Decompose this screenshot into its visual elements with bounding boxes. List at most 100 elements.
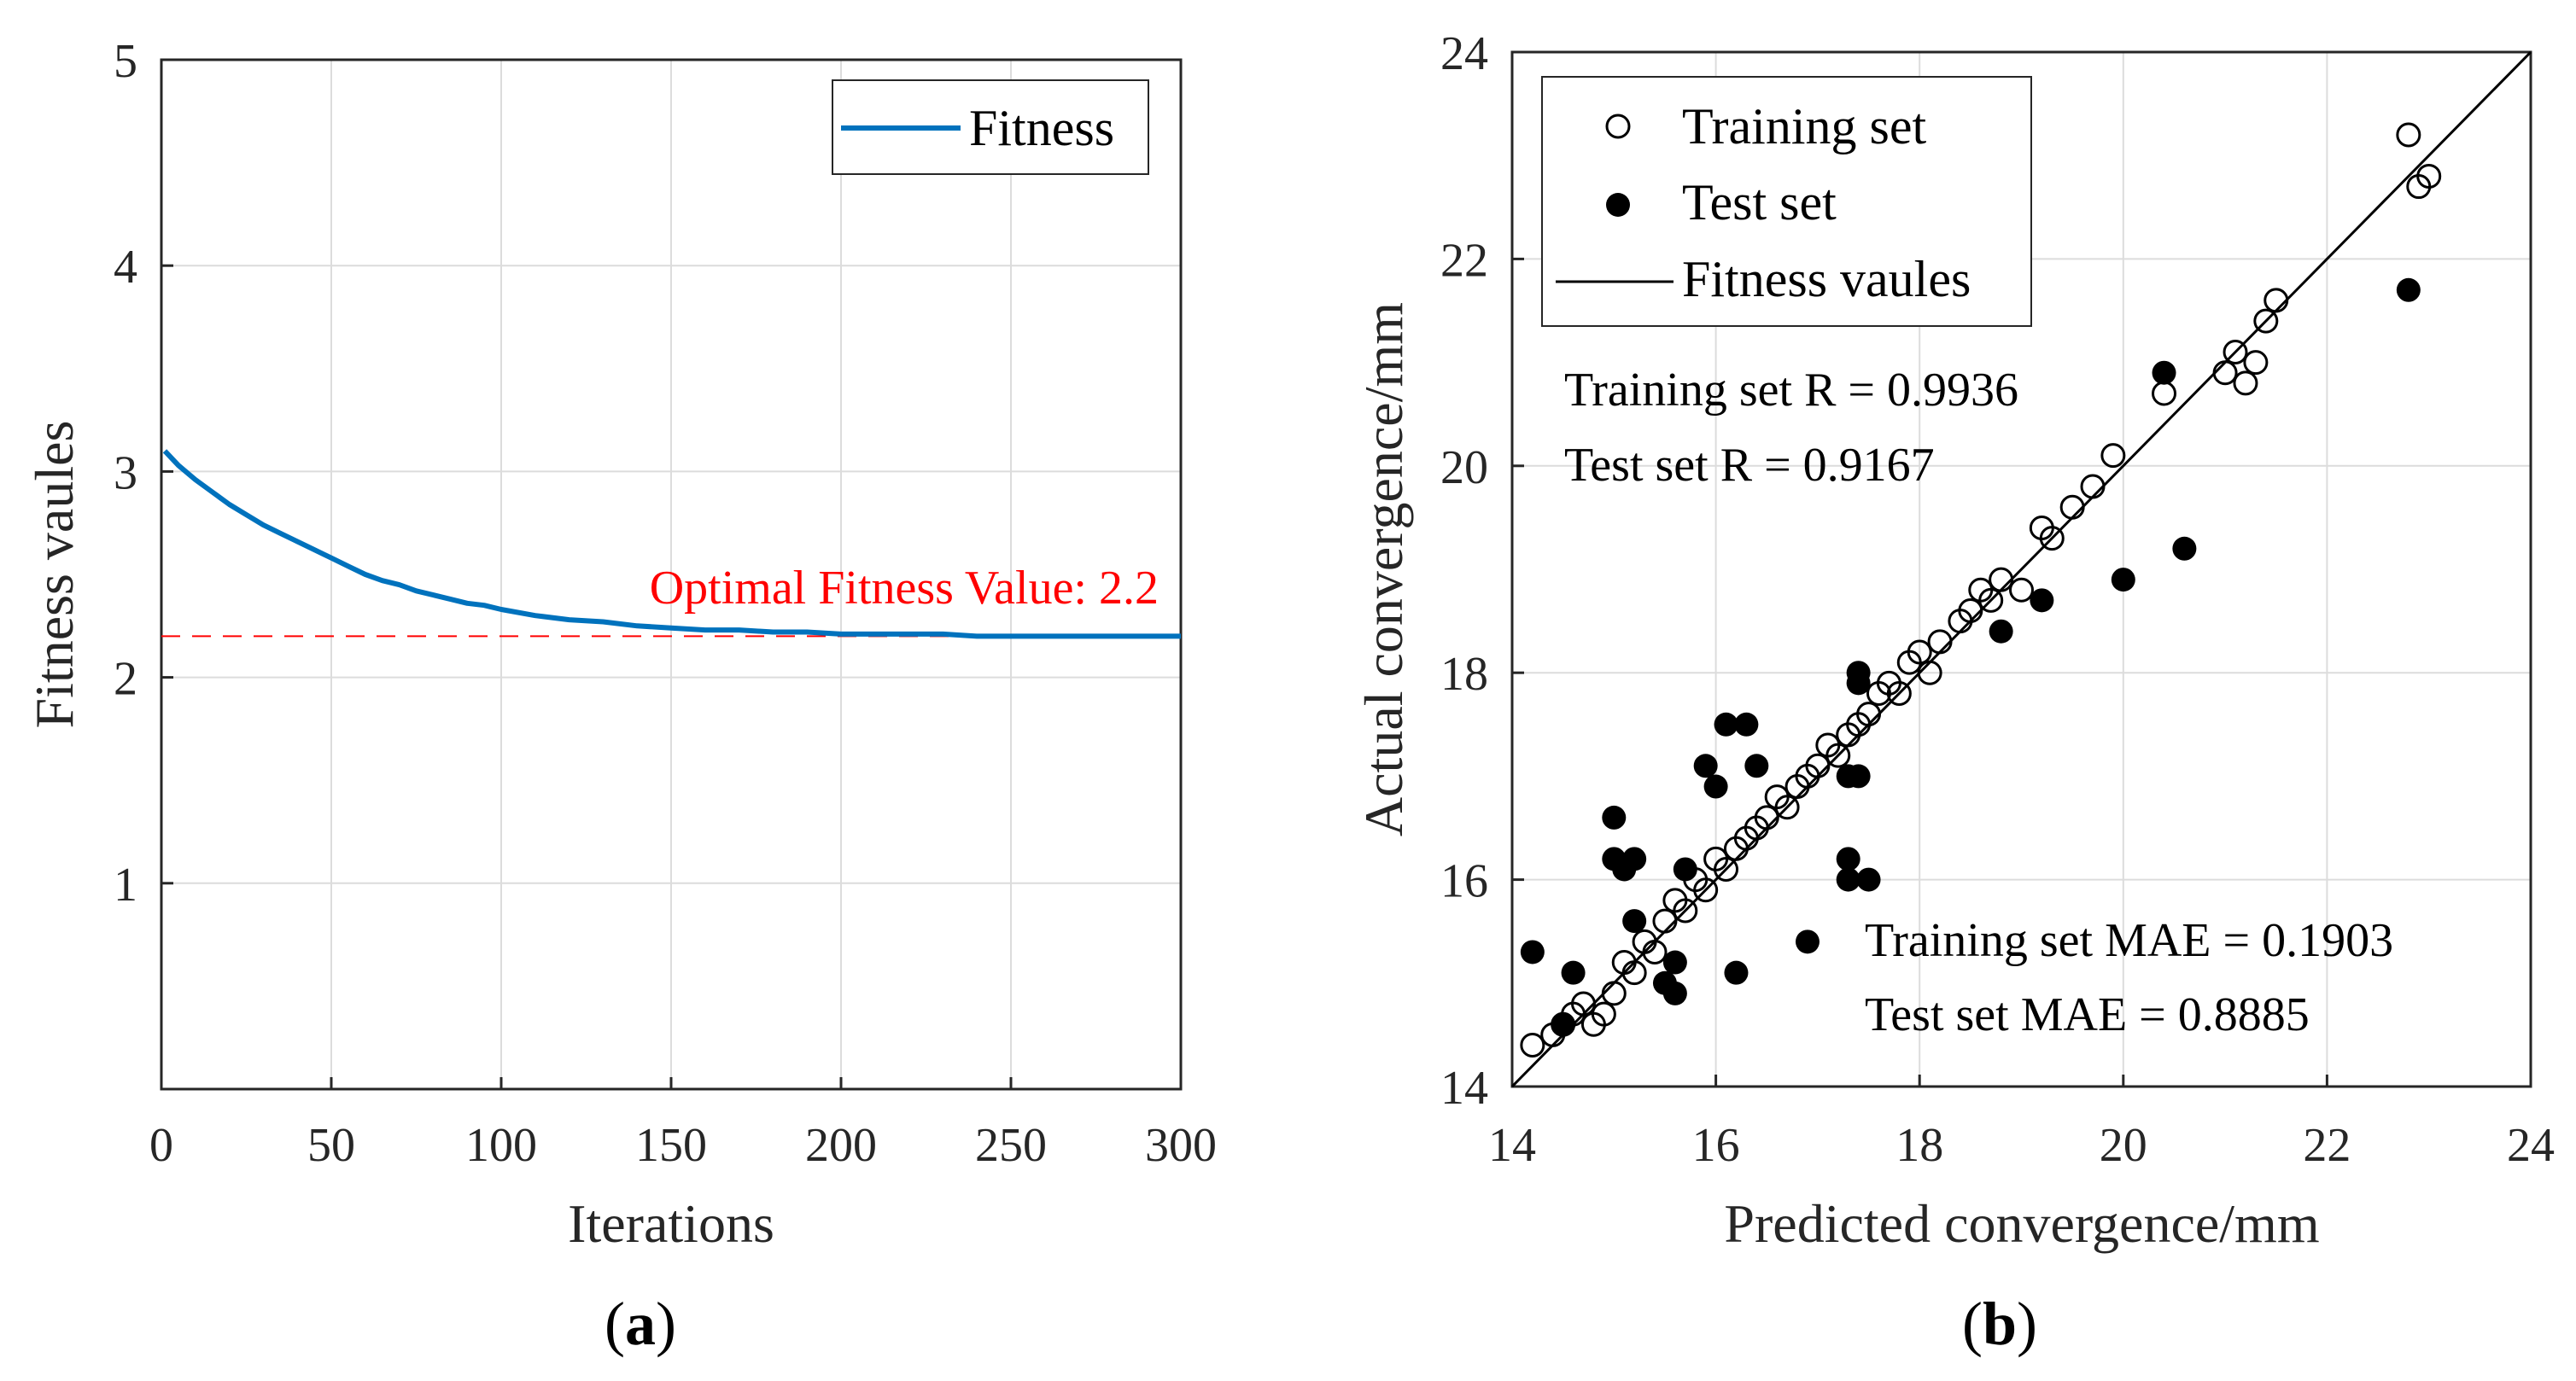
training-mae-annotation: Training set MAE = 0.1903 <box>1865 914 2393 967</box>
training-point <box>1754 805 1779 830</box>
training-point <box>2416 163 2442 189</box>
panel-a-x-tick-label: 100 <box>465 1119 537 1172</box>
test-point <box>1622 909 1647 934</box>
training-point <box>2100 443 2126 469</box>
training-point <box>2223 339 2248 364</box>
panel-b-x-tick-label: 20 <box>2100 1119 2147 1172</box>
test-point <box>1856 867 1881 892</box>
training-point <box>2253 308 2279 334</box>
panel-b-label: (b) <box>1962 1290 2037 1358</box>
test-mae-annotation: Test set MAE = 0.8885 <box>1865 988 2310 1041</box>
panel-b-label-close-paren: ) <box>2017 1290 2037 1358</box>
training-point <box>1601 981 1627 1006</box>
training-point <box>1591 1001 1616 1027</box>
test-point <box>1693 754 1718 778</box>
panel-b-plot-frame <box>1510 50 2532 1088</box>
panel-a-label-open-paren: ( <box>605 1290 625 1358</box>
panel-a-x-tick-label: 300 <box>1145 1119 1217 1172</box>
panel-b-y-axis-label: Actual convergence/mm <box>1353 302 1414 836</box>
test-point <box>1744 754 1769 778</box>
training-point <box>1927 629 1953 655</box>
test-point <box>1662 950 1687 975</box>
training-point <box>1714 856 1739 882</box>
training-point <box>2243 350 2269 376</box>
panel-b-y-tick-label: 14 <box>1440 1062 1488 1115</box>
training-point <box>1571 991 1597 1017</box>
test-point <box>1551 1012 1575 1037</box>
training-point <box>2212 360 2238 386</box>
test-point <box>1703 774 1728 799</box>
training-point <box>2059 494 2085 520</box>
legend-fitness-values-label: Fitness vaules <box>1682 251 1971 307</box>
training-point <box>1774 795 1800 820</box>
test-point <box>1673 857 1697 882</box>
panel-a-y-tick-label: 1 <box>114 859 137 912</box>
fitness-series-line <box>162 449 1181 639</box>
panel-a-y-axis-label: Fitness vaules <box>24 421 85 729</box>
panel-b-x-ticks: 14 16 18 20 22 24 <box>1488 1075 2555 1172</box>
test-point <box>1846 671 1871 696</box>
panel-b-label-letter: b <box>1983 1290 2017 1358</box>
panel-a-label-letter: a <box>625 1290 656 1358</box>
training-r-annotation: Training set R = 0.9936 <box>1564 364 2018 417</box>
training-point <box>2080 474 2106 499</box>
training-point <box>1621 960 1647 986</box>
training-point <box>2233 370 2258 396</box>
panel-a-x-tick-label: 150 <box>635 1119 707 1172</box>
training-point <box>2009 577 2034 603</box>
training-point <box>2263 288 2289 313</box>
training-point <box>2152 381 2177 406</box>
test-point <box>1714 712 1738 737</box>
test-point <box>1836 867 1860 892</box>
test-point <box>1795 929 1820 954</box>
test-point <box>1734 712 1759 737</box>
panel-a-y-tick-label: 4 <box>114 241 137 294</box>
training-set-points <box>1520 122 2442 1058</box>
training-point <box>2039 526 2065 551</box>
fitness-values-line <box>1510 50 2532 1088</box>
training-point <box>1520 1033 1545 1058</box>
panel-b-legend-box <box>1541 76 2032 327</box>
test-point <box>2172 536 2197 561</box>
training-point <box>1886 680 1912 706</box>
training-point <box>1673 898 1698 924</box>
test-point <box>1561 960 1586 985</box>
panel-a-y-tick-label: 5 <box>114 35 137 88</box>
panel-a-chart: 0 50 100 150 200 250 300 1 2 3 4 5 Optimal Fitness… <box>24 35 1217 1358</box>
training-point <box>1693 877 1719 903</box>
panel-b-y-tick-label: 16 <box>1440 855 1488 908</box>
training-point <box>1652 908 1678 934</box>
training-point <box>1917 660 1942 685</box>
test-point <box>2152 360 2176 385</box>
panel-a-x-ticks: 0 50 100 150 200 250 300 <box>149 1077 1217 1172</box>
panel-b-x-tick-label: 14 <box>1488 1119 1536 1172</box>
test-point <box>1520 940 1545 964</box>
panel-a-x-tick-label: 200 <box>805 1119 877 1172</box>
panel-b-x-tick-label: 22 <box>2303 1119 2351 1172</box>
panel-a-x-tick-label: 250 <box>975 1119 1047 1172</box>
panel-a-y-tick-label: 3 <box>114 446 137 499</box>
panel-a-y-tick-label: 2 <box>114 653 137 706</box>
test-point <box>1662 981 1687 1005</box>
training-point <box>1907 639 1932 665</box>
test-set-points <box>1520 277 2421 1037</box>
training-point <box>1989 567 2014 592</box>
test-point <box>2030 588 2054 613</box>
legend-training-label: Training set <box>1682 98 1926 154</box>
panel-a-label: (a) <box>605 1290 676 1358</box>
test-point <box>1622 847 1647 871</box>
training-point <box>1805 753 1831 778</box>
panel-b-x-tick-label: 16 <box>1692 1119 1740 1172</box>
panel-a-x-axis-label: Iterations <box>568 1193 774 1254</box>
test-point <box>1846 764 1871 789</box>
panel-b-legend: Training set Test set Fitness vaules <box>1541 76 2032 327</box>
training-point <box>1642 939 1668 964</box>
panel-a-y-ticks: 1 2 3 4 5 <box>114 35 173 912</box>
optimal-fitness-annotation: Optimal Fitness Value: 2.2 <box>650 562 1159 615</box>
training-point <box>1856 702 1882 727</box>
panel-b-x-tick-label: 24 <box>2507 1119 2555 1172</box>
training-point <box>1978 587 2004 613</box>
panel-a-legend: Fitness <box>832 79 1149 175</box>
legend-training-marker <box>1605 114 1631 139</box>
